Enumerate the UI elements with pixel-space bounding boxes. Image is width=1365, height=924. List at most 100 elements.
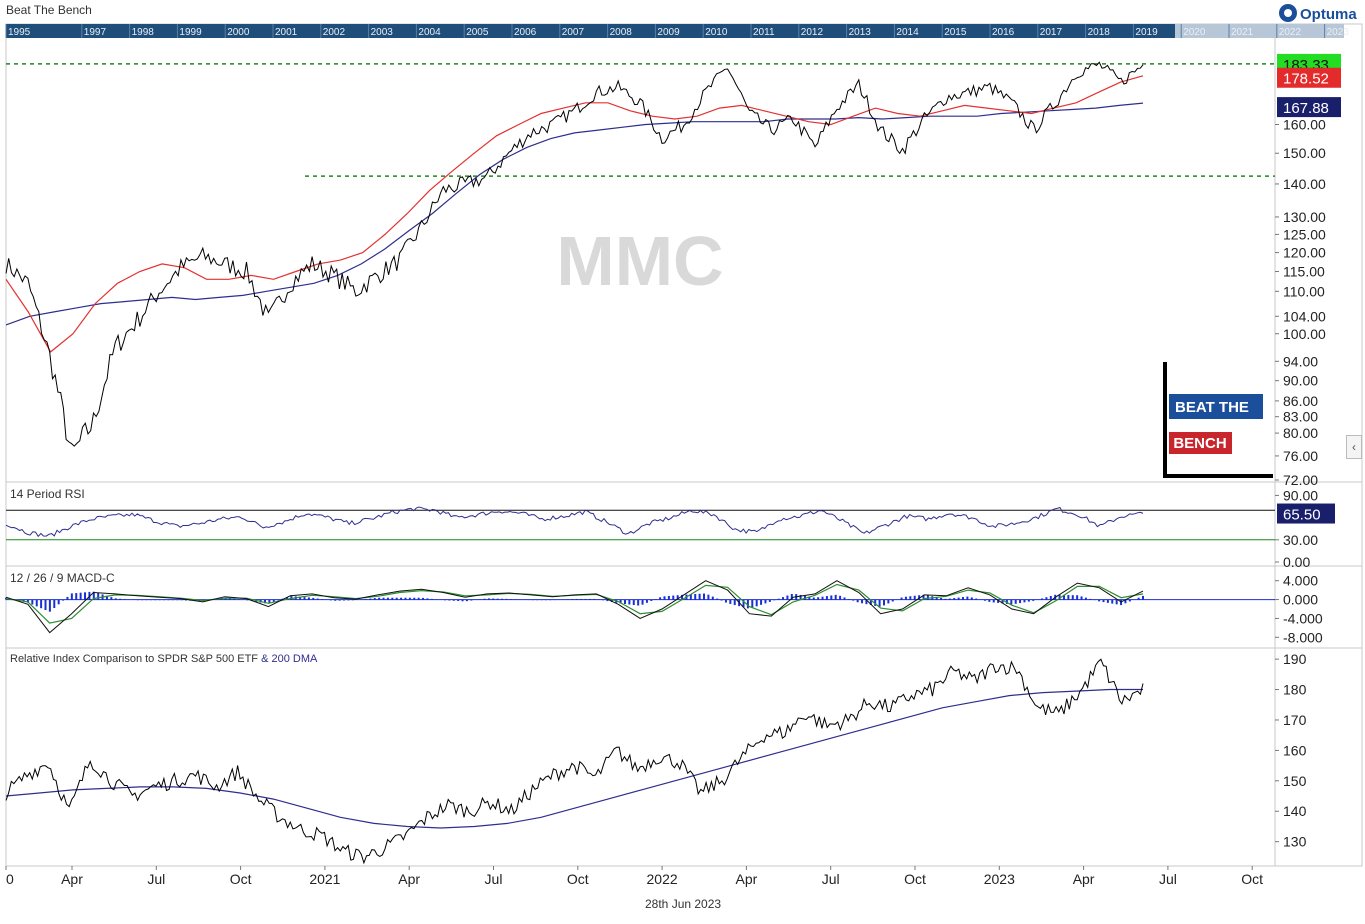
outer-frame bbox=[5, 23, 1363, 867]
relative-title-suffix: & 200 DMA bbox=[261, 653, 318, 665]
x-tick-label: Oct bbox=[1241, 871, 1263, 887]
macd-y-tick-label: -4.000 bbox=[1283, 610, 1323, 626]
price-y-tick-label: 115.00 bbox=[1283, 264, 1325, 280]
badge-blue-box bbox=[1169, 394, 1263, 419]
x-tick-label: Apr bbox=[61, 871, 83, 887]
x-tick-label: Jul bbox=[822, 871, 840, 887]
ticker-watermark: MMC bbox=[556, 222, 723, 300]
macd-line bbox=[5, 580, 1144, 634]
overview-future-zone bbox=[1175, 24, 1344, 38]
badge-line2: BENCH bbox=[1173, 435, 1226, 452]
overview-strip[interactable]: 1995 1997 1998 1999 2000 2001 2002 2003 2004 2005… bbox=[5, 24, 1350, 38]
price-y-tick-label: 150.00 bbox=[1283, 145, 1326, 161]
x-tick-label: Oct bbox=[904, 871, 926, 887]
price-y-tick-label: 90.00 bbox=[1283, 373, 1318, 389]
rsi-panel bbox=[5, 506, 1275, 541]
macd-y-tick-label: 0.000 bbox=[1283, 592, 1318, 608]
overview-year-label: 1998 bbox=[132, 27, 155, 38]
optuma-logo: Optuma bbox=[1278, 2, 1360, 24]
price-y-tick-label: 104.00 bbox=[1283, 308, 1326, 324]
relative-y-tick-label: 180 bbox=[1283, 682, 1307, 698]
macd-signal-line bbox=[5, 583, 1144, 624]
overview-year-label: 2004 bbox=[418, 27, 441, 38]
relative-y-tick-label: 150 bbox=[1283, 773, 1307, 789]
overview-year-label: 2014 bbox=[896, 27, 919, 38]
price-last-value-label: 178.52 bbox=[1283, 71, 1329, 88]
relative-y-tick-label: 170 bbox=[1283, 712, 1307, 728]
price-y-tick-label: 130.00 bbox=[1283, 209, 1326, 225]
x-tick-label: Jul bbox=[147, 871, 165, 887]
price-y-tick-label: 72.00 bbox=[1283, 472, 1318, 488]
expand-panel-button[interactable]: ‹ bbox=[1346, 435, 1362, 459]
overview-year-label: 2021 bbox=[1231, 27, 1254, 38]
macd-title: 12 / 26 / 9 MACD-C bbox=[10, 571, 115, 585]
chart-title: Beat The Bench bbox=[6, 3, 92, 17]
badge-line1: BEAT THE bbox=[1175, 399, 1249, 416]
overview-year-label: 2001 bbox=[275, 27, 298, 38]
relative-y-tick-label: 140 bbox=[1283, 803, 1307, 819]
overview-year-label: 2000 bbox=[227, 27, 250, 38]
price-y-tick-label: 76.00 bbox=[1283, 448, 1318, 464]
overview-year-label: 2020 bbox=[1183, 27, 1206, 38]
relative-title: Relative Index Comparison to SPDR S&P 50… bbox=[10, 653, 317, 665]
overview-year-label: 2003 bbox=[371, 27, 394, 38]
overview-year-label: 1999 bbox=[179, 27, 202, 38]
macd-panel bbox=[5, 580, 1275, 634]
overview-year-label: 2013 bbox=[849, 27, 872, 38]
price-y-tick-label: 140.00 bbox=[1283, 176, 1326, 192]
chevron-left-icon: ‹ bbox=[1352, 440, 1356, 454]
overview-year-label: 2005 bbox=[466, 27, 489, 38]
optuma-logo-text: Optuma bbox=[1300, 6, 1357, 23]
overview-year-label: 2016 bbox=[992, 27, 1015, 38]
overview-year-label: 1997 bbox=[84, 27, 107, 38]
rsi-title: 14 Period RSI bbox=[10, 487, 85, 501]
overview-year-label: 2022 bbox=[1279, 27, 1302, 38]
price-y-tick-label: 120.00 bbox=[1283, 245, 1326, 261]
overview-year-label: 2002 bbox=[323, 27, 346, 38]
price-line bbox=[5, 61, 1144, 447]
price-y-tick-label: 100.00 bbox=[1283, 326, 1326, 342]
relative-y-tick-label: 130 bbox=[1283, 834, 1307, 850]
price-y-tick-label: 86.00 bbox=[1283, 393, 1318, 409]
x-tick-label: Jul bbox=[1159, 871, 1177, 887]
overview-year-label: 2006 bbox=[514, 27, 537, 38]
overview-year-label: 2008 bbox=[610, 27, 633, 38]
price-last-value-label: 167.88 bbox=[1283, 100, 1329, 117]
x-tick-label: 2021 bbox=[309, 871, 340, 887]
price-last-value-box bbox=[1277, 97, 1341, 118]
relative-y-tick-label: 160 bbox=[1283, 742, 1307, 758]
ma-200-line bbox=[5, 102, 1144, 326]
overview-year-label: 2009 bbox=[657, 27, 680, 38]
overview-year-label: 2012 bbox=[801, 27, 824, 38]
rsi-y-tick-label: 30.00 bbox=[1283, 532, 1318, 548]
badge-bracket bbox=[1163, 362, 1273, 478]
rsi-y-tick-label: 90.00 bbox=[1283, 487, 1318, 503]
overview-year-label: 2015 bbox=[944, 27, 967, 38]
relative-panel bbox=[5, 658, 1144, 865]
price-panel bbox=[5, 61, 1275, 447]
relative-200dma-line bbox=[5, 688, 1143, 829]
rsi-line bbox=[5, 506, 1144, 538]
overview-year-label: 2011 bbox=[753, 27, 775, 38]
price-y-tick-label: 80.00 bbox=[1283, 425, 1318, 441]
macd-y-tick-label: 4.000 bbox=[1283, 573, 1318, 589]
relative-title-main: Relative Index Comparison to SPDR S&P 50… bbox=[10, 653, 259, 665]
rsi-last-value-box bbox=[1277, 503, 1335, 524]
price-y-tick-label: 94.00 bbox=[1283, 353, 1318, 369]
x-tick-label: 2022 bbox=[647, 871, 678, 887]
x-tick-label: Apr bbox=[736, 871, 758, 887]
overview-year-label: 2023 bbox=[1327, 27, 1350, 38]
overview-year-label: 2019 bbox=[1135, 27, 1158, 38]
macd-y-tick-label: -8.000 bbox=[1283, 629, 1323, 645]
ma-50-line bbox=[5, 75, 1144, 353]
x-tick-label: Apr bbox=[398, 871, 420, 887]
rsi-last-value-label: 65.50 bbox=[1283, 507, 1321, 524]
overview-year-label: 1995 bbox=[8, 27, 31, 38]
price-last-value-box bbox=[1277, 67, 1341, 88]
overview-background bbox=[6, 24, 1344, 38]
price-y-tick-label: 83.00 bbox=[1283, 409, 1318, 425]
x-tick-label: Oct bbox=[230, 871, 252, 887]
overview-year-label: 2007 bbox=[562, 27, 585, 38]
